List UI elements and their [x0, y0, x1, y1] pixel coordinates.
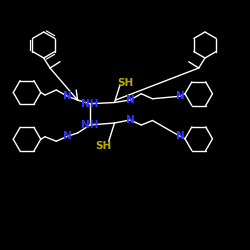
Text: N: N: [63, 91, 72, 101]
Text: NH: NH: [81, 99, 99, 109]
Text: N: N: [63, 131, 72, 141]
Text: N: N: [176, 91, 184, 101]
Text: N: N: [176, 131, 184, 141]
Text: SH: SH: [117, 78, 133, 88]
Text: N: N: [126, 95, 134, 105]
Text: N: N: [126, 115, 134, 125]
Text: NH: NH: [81, 120, 99, 130]
Text: SH: SH: [96, 141, 112, 151]
